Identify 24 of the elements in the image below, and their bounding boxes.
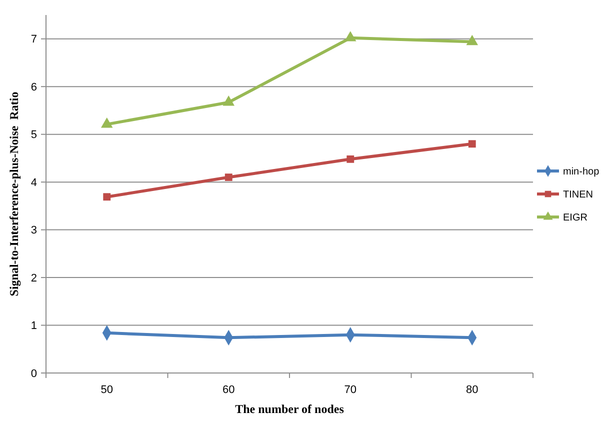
point [466, 34, 478, 46]
point [224, 174, 232, 181]
y-tick-label: 7 [30, 34, 37, 46]
legend-label: min-hop [563, 166, 600, 178]
y-tick-label: 2 [30, 272, 37, 284]
x-tick-label: 70 [344, 384, 356, 396]
y-tick-label: 4 [30, 176, 37, 189]
point [103, 193, 111, 201]
y-tick-label: 0 [30, 368, 37, 380]
point [100, 118, 113, 128]
y-tick-label: 6 [30, 81, 37, 94]
y-tick-label: 1 [30, 320, 37, 332]
legend-label: TINEN [563, 190, 593, 200]
legend-label: EIGR [563, 212, 588, 224]
point [346, 155, 354, 163]
y-tick-label: 3 [30, 224, 37, 237]
point [222, 96, 235, 106]
x-tick-label: 80 [466, 384, 478, 396]
x-tick-label: 60 [222, 384, 235, 396]
point [468, 140, 476, 148]
y-tick-label: 5 [30, 129, 37, 142]
x-axis-title: The number of nodes [235, 402, 344, 416]
y-axis-title: Signal-to-Interference-plus-Noise Ratio [7, 92, 21, 296]
x-tick-label: 50 [100, 384, 113, 396]
